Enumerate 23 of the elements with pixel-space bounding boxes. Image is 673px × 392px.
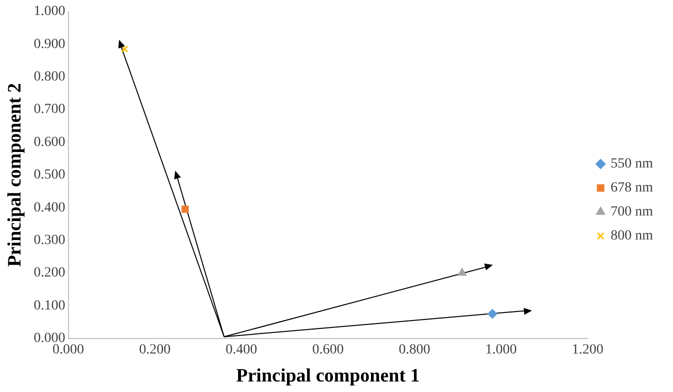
legend-label: 550 nm	[610, 156, 654, 172]
x-tick-label: 0.600	[312, 342, 344, 358]
y-tick-label: 0.400	[34, 200, 66, 216]
x-tick-label: 0.000	[52, 342, 84, 358]
y-tick-label: 0.300	[34, 232, 66, 248]
x-tick-label: 0.800	[398, 342, 430, 358]
x-axis-title: Principal component 1	[236, 366, 420, 387]
y-tick-label: 0.800	[34, 69, 66, 84]
x-tick-label: 0.400	[226, 342, 258, 358]
y-tick-label: 0.600	[34, 134, 66, 150]
x-tick-label: 0.200	[139, 342, 171, 358]
x-tick-label: 1.200	[572, 342, 604, 358]
y-tick-label: 0.500	[34, 168, 66, 183]
y-tick-label: 0.100	[34, 298, 66, 314]
x-tick-label: 1.000	[485, 342, 517, 358]
y-tick-label: 0.700	[34, 102, 66, 118]
legend-label: 678 nm	[610, 180, 654, 196]
y-axis-title: Principal component 2	[4, 83, 26, 267]
y-tick-label: 0.200	[34, 266, 66, 281]
legend-label: 700 nm	[610, 204, 654, 220]
y-tick-label: 1.000	[34, 4, 66, 20]
legend-label: 800 nm	[610, 228, 654, 244]
y-tick-label: 0.900	[34, 36, 66, 52]
